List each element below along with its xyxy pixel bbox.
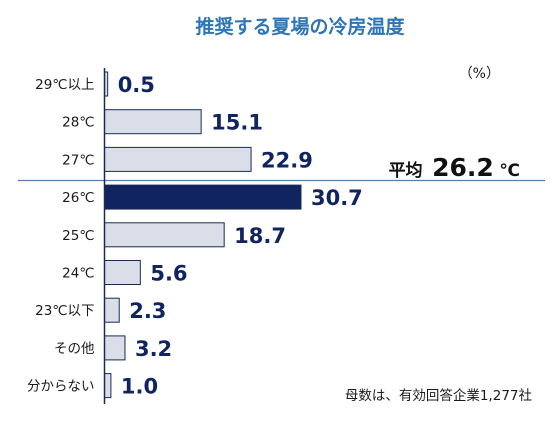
bar — [104, 222, 225, 248]
value-label: 22.9 — [261, 148, 313, 172]
value-label: 2.3 — [129, 299, 166, 323]
bar — [104, 109, 202, 135]
bars-group: 29℃以上 0.5 28℃ 15.1 27℃ 22.9 26℃ 30.7 25℃ 18.7 24℃ 5… — [27, 71, 363, 399]
chart-title: 推奨する夏場の冷房温度 — [195, 15, 405, 38]
value-label: 3.2 — [135, 337, 172, 361]
average-value: 26.2 — [432, 153, 494, 182]
unit-label: （%） — [459, 66, 500, 82]
category-label: 分からない — [27, 379, 95, 395]
bar — [104, 373, 112, 399]
category-label: 24℃ — [62, 266, 94, 282]
bar — [104, 297, 120, 323]
category-label: 27℃ — [62, 152, 94, 168]
bar — [104, 335, 126, 361]
category-label: 25℃ — [62, 228, 94, 244]
value-label: 0.5 — [118, 73, 155, 97]
value-label: 30.7 — [311, 186, 363, 210]
category-label: その他 — [54, 341, 95, 357]
category-label: 29℃以上 — [35, 77, 94, 93]
category-label: 28℃ — [62, 115, 94, 131]
bar — [104, 146, 252, 172]
category-label: 23℃以下 — [35, 303, 94, 319]
average-unit: ℃ — [499, 161, 520, 181]
value-label: 1.0 — [121, 375, 158, 399]
category-label: 26℃ — [62, 190, 94, 206]
value-label: 18.7 — [234, 224, 286, 248]
average-label: 平均 26.2 ℃ — [389, 153, 520, 182]
value-label: 15.1 — [211, 111, 263, 135]
average-prefix: 平均 — [389, 160, 423, 181]
footnote: 母数は、有効回答企業1,277社 — [345, 387, 532, 404]
bar — [104, 260, 141, 285]
bar-highlight — [104, 184, 302, 210]
value-label: 5.6 — [150, 262, 187, 286]
